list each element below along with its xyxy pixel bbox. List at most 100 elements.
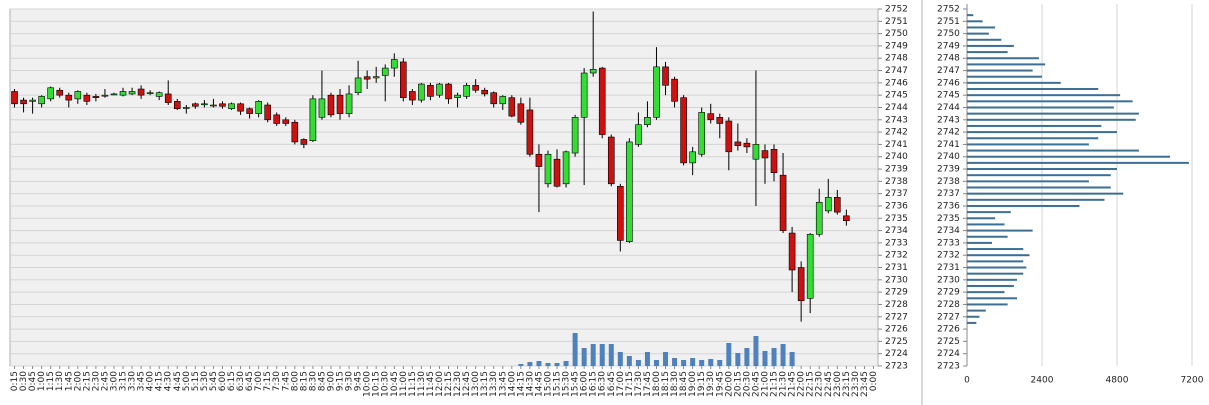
candle-body: [29, 99, 36, 102]
x-tick-label: 23:00: [833, 371, 843, 397]
x-tick-label: 18:45: [679, 371, 689, 397]
candle-body: [553, 158, 561, 187]
x-tick-label: 4800: [1106, 376, 1129, 386]
volume-bar: [653, 360, 659, 366]
profile-bar: [967, 44, 1014, 47]
x-tick-label: 0:30: [19, 371, 29, 391]
profile-bar: [967, 297, 1017, 300]
candle-body: [336, 94, 344, 114]
x-tick-label: 14:15: [516, 371, 526, 397]
volume-bar: [563, 361, 569, 366]
x-tick-label: 19:00: [688, 371, 698, 397]
x-tick-label: 22:30: [815, 371, 825, 397]
profile-bar: [967, 223, 1005, 226]
candle-body: [38, 96, 45, 105]
candle-body: [92, 96, 100, 98]
candle-body: [246, 108, 253, 114]
candle-body: [734, 141, 742, 146]
y-tick-label: 2729: [885, 288, 908, 298]
volume-bar: [699, 360, 705, 366]
x-tick-label: 22:15: [806, 371, 816, 397]
volume-bar: [608, 344, 614, 366]
x-tick-label: 20:30: [742, 371, 752, 397]
x-tick-label: 2400: [1031, 376, 1054, 386]
candle-body: [409, 91, 416, 101]
y-tick-label: 2740: [937, 152, 960, 162]
x-tick-label: 23:30: [851, 371, 861, 397]
profile-bar: [967, 94, 1121, 97]
volume-bar: [681, 360, 687, 366]
x-tick-label: 22:00: [797, 371, 807, 397]
x-tick-label: 7:45: [281, 371, 291, 391]
profile-bar: [967, 32, 989, 35]
y-tick-label: 2736: [885, 201, 908, 211]
plot-area: [9, 8, 879, 367]
candle-body: [499, 96, 507, 105]
x-tick-label: 6:45: [245, 371, 255, 391]
y-tick-label: 2750: [937, 29, 960, 39]
y-tick-label: 2734: [937, 226, 960, 236]
candle-body: [806, 233, 814, 299]
candle-body: [743, 142, 751, 148]
candle-body: [155, 92, 163, 97]
x-tick-label: 3:00: [109, 371, 119, 391]
x-tick-label: 13:30: [489, 371, 499, 397]
candle-body: [101, 94, 109, 97]
y-tick-label: 2727: [937, 312, 960, 322]
x-tick-label: 8:15: [299, 371, 309, 391]
candle-body: [490, 92, 498, 105]
x-tick-label: 13:00: [471, 371, 481, 397]
x-tick-label: 2:30: [91, 371, 101, 391]
volume-bar: [672, 358, 678, 366]
x-tick-label: 23:15: [842, 371, 852, 397]
x-tick-label: 18:30: [670, 371, 680, 397]
x-tick-label: 23:45: [860, 371, 870, 397]
candle-body: [445, 83, 452, 100]
candle-body: [725, 120, 733, 153]
profile-bar: [967, 248, 1024, 251]
x-tick-label: 15:00: [543, 371, 553, 397]
profile-bar: [967, 149, 1139, 152]
candle-body: [671, 78, 678, 102]
x-tick-label: 8:45: [317, 371, 327, 391]
x-tick-label: 14:00: [507, 371, 517, 397]
x-tick-label: 0: [964, 376, 970, 386]
profile-bar: [967, 309, 986, 312]
profile-bar: [967, 118, 1136, 121]
volume-bar: [771, 348, 777, 366]
x-tick-label: 12:00: [435, 371, 445, 397]
candle-body: [183, 107, 190, 109]
candle-body: [210, 104, 217, 107]
x-tick-label: 12:30: [453, 371, 463, 397]
x-tick-label: 6:30: [236, 371, 246, 391]
candle-body: [662, 66, 669, 86]
candle-body: [318, 98, 326, 118]
candle-body: [372, 76, 380, 79]
x-tick-label: 9:30: [345, 371, 355, 391]
profile-bar: [967, 192, 1124, 195]
x-tick-label: 4:00: [146, 371, 156, 391]
volume-bar: [726, 343, 732, 366]
y-tick-label: 2738: [937, 177, 960, 187]
x-tick-label: 5:45: [209, 371, 219, 391]
x-tick-label: 3:15: [119, 371, 129, 391]
x-tick-label: 7:15: [263, 371, 273, 391]
y-tick-label: 2752: [937, 5, 960, 15]
x-tick-label: 7200: [1181, 376, 1204, 386]
candle-body: [544, 153, 552, 185]
volume-bar: [518, 364, 524, 366]
profile-bar: [967, 137, 1099, 140]
volume-bar: [735, 353, 741, 366]
volume-bar: [753, 336, 759, 366]
x-tick-label: 18:15: [661, 371, 671, 397]
x-tick-label: 11:00: [399, 371, 409, 397]
profile-bar: [967, 69, 1033, 72]
x-tick-label: 15:15: [553, 371, 563, 397]
x-tick-label: 1:15: [46, 371, 56, 391]
y-tick-label: 2744: [885, 103, 908, 113]
candle-body: [788, 232, 796, 271]
x-tick-label: 2:00: [73, 371, 83, 391]
profile-bar: [967, 174, 1111, 177]
y-tick-label: 2746: [885, 78, 908, 88]
